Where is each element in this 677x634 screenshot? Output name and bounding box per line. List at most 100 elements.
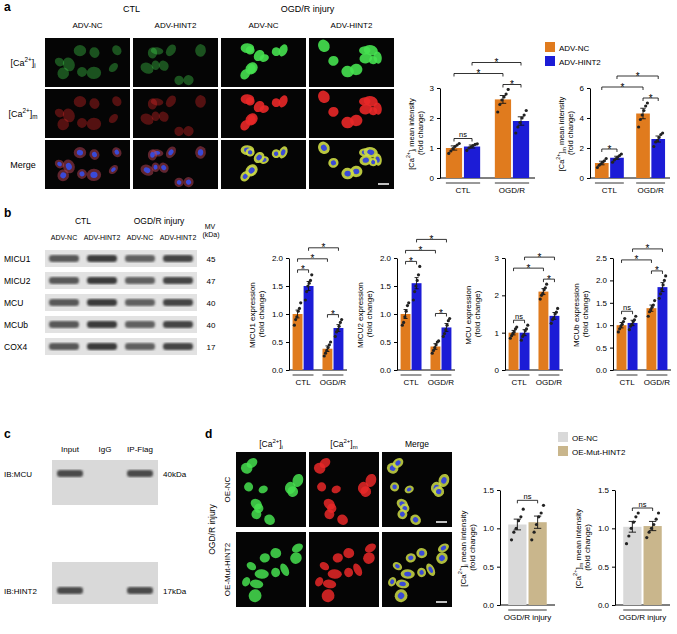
cell bbox=[408, 512, 423, 527]
significance-label: * bbox=[646, 243, 650, 254]
legend-entry: ADV-HINT2 bbox=[559, 58, 601, 67]
y-tick-label: 1.0 bbox=[596, 321, 608, 330]
data-point bbox=[622, 320, 625, 323]
column-header: ADV-HINT2 bbox=[155, 21, 197, 30]
cell-body bbox=[148, 149, 158, 161]
data-point bbox=[523, 113, 526, 116]
cell bbox=[76, 168, 89, 181]
blot-band bbox=[125, 277, 155, 284]
blot-band bbox=[125, 343, 155, 350]
data-point bbox=[661, 131, 664, 134]
category-label: CTL bbox=[511, 378, 527, 387]
cell-body bbox=[327, 54, 340, 67]
cell-body bbox=[110, 43, 123, 57]
y-tick-label: 0.0 bbox=[598, 601, 610, 610]
micrograph-background bbox=[221, 89, 306, 138]
bar bbox=[333, 328, 343, 370]
cell-body bbox=[400, 569, 415, 579]
row-label: OE-Mut-HINT2 bbox=[223, 542, 232, 596]
row-label: [Ca2+]i bbox=[10, 56, 35, 69]
cell-body bbox=[368, 55, 378, 65]
cell-body bbox=[249, 579, 264, 589]
data-point bbox=[417, 273, 420, 276]
cell bbox=[151, 162, 160, 172]
band-label: COX4 bbox=[4, 342, 27, 352]
data-point bbox=[416, 279, 419, 282]
cell bbox=[278, 562, 291, 577]
cell-body bbox=[245, 147, 255, 157]
category-label: OGD/R bbox=[644, 378, 670, 387]
cell-body bbox=[257, 484, 269, 495]
data-point bbox=[663, 279, 666, 282]
y-tick-mark bbox=[610, 325, 613, 326]
cell bbox=[392, 587, 410, 605]
y-tick: 0 bbox=[580, 174, 590, 183]
bar bbox=[529, 522, 547, 605]
error-bar bbox=[336, 325, 340, 332]
data-point bbox=[556, 307, 559, 310]
cell bbox=[395, 579, 410, 589]
cell bbox=[318, 456, 333, 470]
y-tick-mark bbox=[497, 567, 500, 568]
y-tick-label: 2.5 bbox=[596, 254, 608, 263]
lane-label: ADV-HINT2 bbox=[160, 234, 197, 241]
cell bbox=[164, 43, 178, 58]
data-point bbox=[324, 352, 327, 355]
scale-bar bbox=[436, 601, 447, 603]
cell-body bbox=[432, 485, 446, 498]
data-point bbox=[445, 324, 448, 327]
data-point bbox=[406, 304, 409, 307]
significance-label: * bbox=[620, 82, 624, 93]
chart: 0123MCU expression (fold change)ns***CTL… bbox=[464, 252, 563, 387]
cell bbox=[330, 484, 342, 495]
cell bbox=[288, 550, 304, 566]
cell-nucleus bbox=[114, 149, 121, 156]
y-tick-label: 1.5 bbox=[380, 282, 392, 291]
y-tick-label: 3 bbox=[430, 84, 435, 93]
group-header: CTL bbox=[75, 216, 91, 226]
cell bbox=[245, 45, 255, 55]
significance-label: ns bbox=[524, 492, 532, 501]
cell-body bbox=[416, 567, 428, 579]
cell bbox=[319, 587, 337, 605]
data-point bbox=[515, 527, 518, 530]
data-point bbox=[652, 145, 655, 148]
cell bbox=[245, 96, 255, 106]
micrograph-background bbox=[236, 452, 306, 527]
cell-body bbox=[341, 65, 355, 78]
data-point bbox=[542, 504, 545, 507]
micrograph-background bbox=[309, 140, 394, 189]
cell bbox=[316, 88, 332, 105]
cell-body bbox=[270, 548, 281, 558]
y-tick-label: 2 bbox=[430, 114, 435, 123]
cell bbox=[53, 158, 66, 170]
cell bbox=[359, 485, 373, 498]
micrograph bbox=[45, 140, 130, 189]
cell-body bbox=[343, 567, 355, 579]
cell-body bbox=[246, 587, 264, 605]
cell-body bbox=[343, 548, 354, 558]
micrograph bbox=[221, 38, 306, 87]
data-point bbox=[634, 315, 637, 318]
y-tick: 2 bbox=[580, 144, 590, 153]
cell-body bbox=[164, 94, 178, 109]
data-point bbox=[328, 343, 331, 346]
y-tick-label: 1.0 bbox=[598, 524, 610, 533]
cell-nucleus bbox=[91, 151, 98, 158]
data-point bbox=[465, 149, 468, 152]
y-tick: 0 bbox=[430, 174, 440, 183]
y-axis: 0123 bbox=[495, 254, 506, 375]
cell-body bbox=[76, 66, 89, 79]
cell-body bbox=[317, 482, 326, 491]
cell-body bbox=[395, 579, 410, 589]
blot-strip bbox=[45, 338, 197, 355]
band-label: MICU2 bbox=[4, 276, 31, 286]
significance-label: * bbox=[311, 253, 315, 264]
cell-body bbox=[240, 576, 251, 588]
micrograph bbox=[309, 139, 394, 189]
data-point bbox=[633, 318, 636, 321]
cell bbox=[270, 548, 281, 558]
data-point bbox=[432, 349, 435, 352]
significance-label: * bbox=[322, 242, 326, 253]
cell bbox=[86, 168, 101, 181]
